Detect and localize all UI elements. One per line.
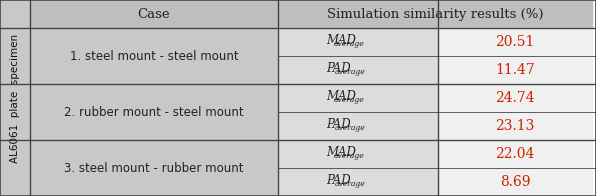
Bar [278, 28, 438, 56]
Bar [438, 56, 592, 84]
Text: 8.69: 8.69 [500, 175, 530, 189]
Text: MAD: MAD [326, 146, 356, 159]
Text: average: average [335, 67, 366, 75]
Bar [278, 168, 438, 196]
Text: 22.04: 22.04 [495, 147, 535, 161]
Bar [278, 84, 438, 112]
Bar [30, 84, 278, 140]
Text: 3. steel mount - rubber mount: 3. steel mount - rubber mount [64, 162, 244, 174]
Text: average: average [334, 40, 365, 47]
Text: 24.74: 24.74 [495, 91, 535, 105]
Bar [278, 0, 592, 28]
Text: average: average [335, 180, 366, 188]
Bar [438, 84, 592, 112]
Bar [438, 140, 592, 168]
Text: average: average [335, 123, 366, 132]
Text: PAD: PAD [326, 118, 350, 131]
Text: MAD: MAD [326, 90, 356, 103]
Text: PAD: PAD [326, 62, 350, 75]
Bar [438, 28, 592, 56]
Bar [278, 56, 438, 84]
Bar [0, 0, 30, 196]
Bar [278, 112, 438, 140]
Text: average: average [334, 152, 365, 160]
Text: MAD: MAD [326, 34, 356, 47]
Bar [438, 112, 592, 140]
Bar [30, 28, 278, 84]
Text: 20.51: 20.51 [495, 35, 535, 49]
Text: PAD: PAD [326, 174, 350, 187]
Bar [30, 0, 278, 28]
Text: Case: Case [138, 7, 170, 21]
Text: Simulation similarity results (%): Simulation similarity results (%) [327, 7, 543, 21]
Text: 1. steel mount - steel mount: 1. steel mount - steel mount [70, 50, 238, 63]
Text: 11.47: 11.47 [495, 63, 535, 77]
Text: 23.13: 23.13 [495, 119, 535, 133]
Text: 2. rubber mount - steel mount: 2. rubber mount - steel mount [64, 105, 244, 119]
Text: average: average [334, 95, 365, 103]
Text: AL6061  plate  specimen: AL6061 plate specimen [10, 34, 20, 162]
Bar [438, 168, 592, 196]
Bar [30, 140, 278, 196]
Bar [278, 140, 438, 168]
